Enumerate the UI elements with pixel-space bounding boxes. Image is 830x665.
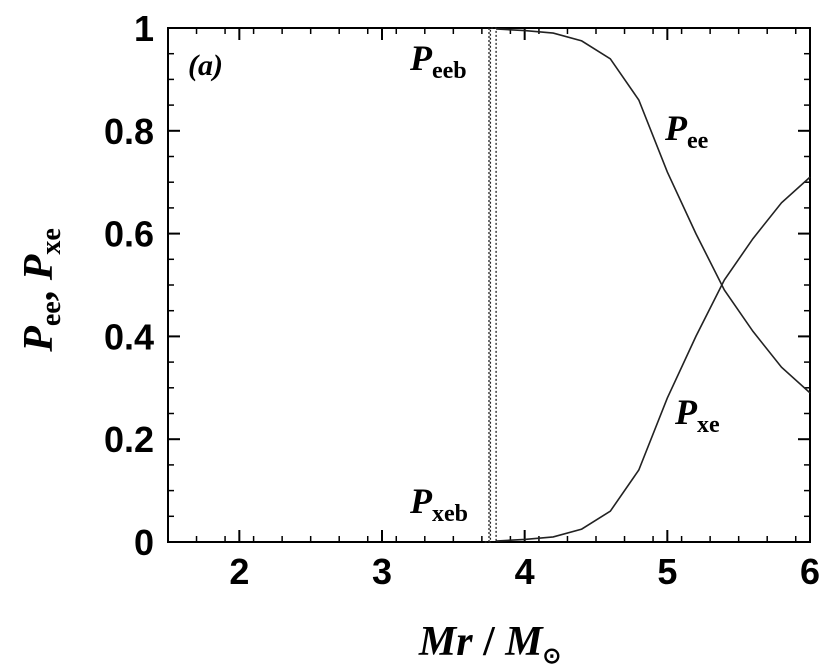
series-line-pxe	[496, 176, 811, 542]
axis-ticks: 2 3 4 5 6 0 0.2 0.4 0.6 0.8 1	[104, 8, 820, 592]
series-label-pee: Pee	[664, 108, 709, 154]
series-label-peeb: Peeb	[409, 38, 467, 84]
series-label-pxeb: Pxeb	[409, 481, 468, 527]
series-label-pxe: Pxe	[674, 392, 720, 438]
x-tick-label: 2	[229, 551, 249, 592]
x-tick-label: 5	[657, 551, 677, 592]
series-line-peeb	[488, 27, 497, 542]
y-tick-label: 0.2	[104, 419, 154, 460]
series-line-pxeb	[484, 28, 492, 543]
x-tick-label: 4	[515, 551, 535, 592]
x-tick-label: 3	[372, 551, 392, 592]
y-tick-label: 0.4	[104, 316, 154, 357]
series-line-pee	[496, 28, 811, 394]
y-tick-label: 1	[134, 8, 154, 49]
series-layer	[484, 27, 811, 543]
y-axis-label: Pee, Pxe	[16, 228, 67, 353]
x-axis-label: Mr / M⊙	[418, 619, 561, 665]
y-tick-label: 0.6	[104, 214, 154, 255]
y-tick-label: 0	[134, 522, 154, 563]
panel-label: (a)	[188, 49, 223, 82]
x-tick-label: 6	[800, 551, 820, 592]
y-tick-label: 0.8	[104, 111, 154, 152]
